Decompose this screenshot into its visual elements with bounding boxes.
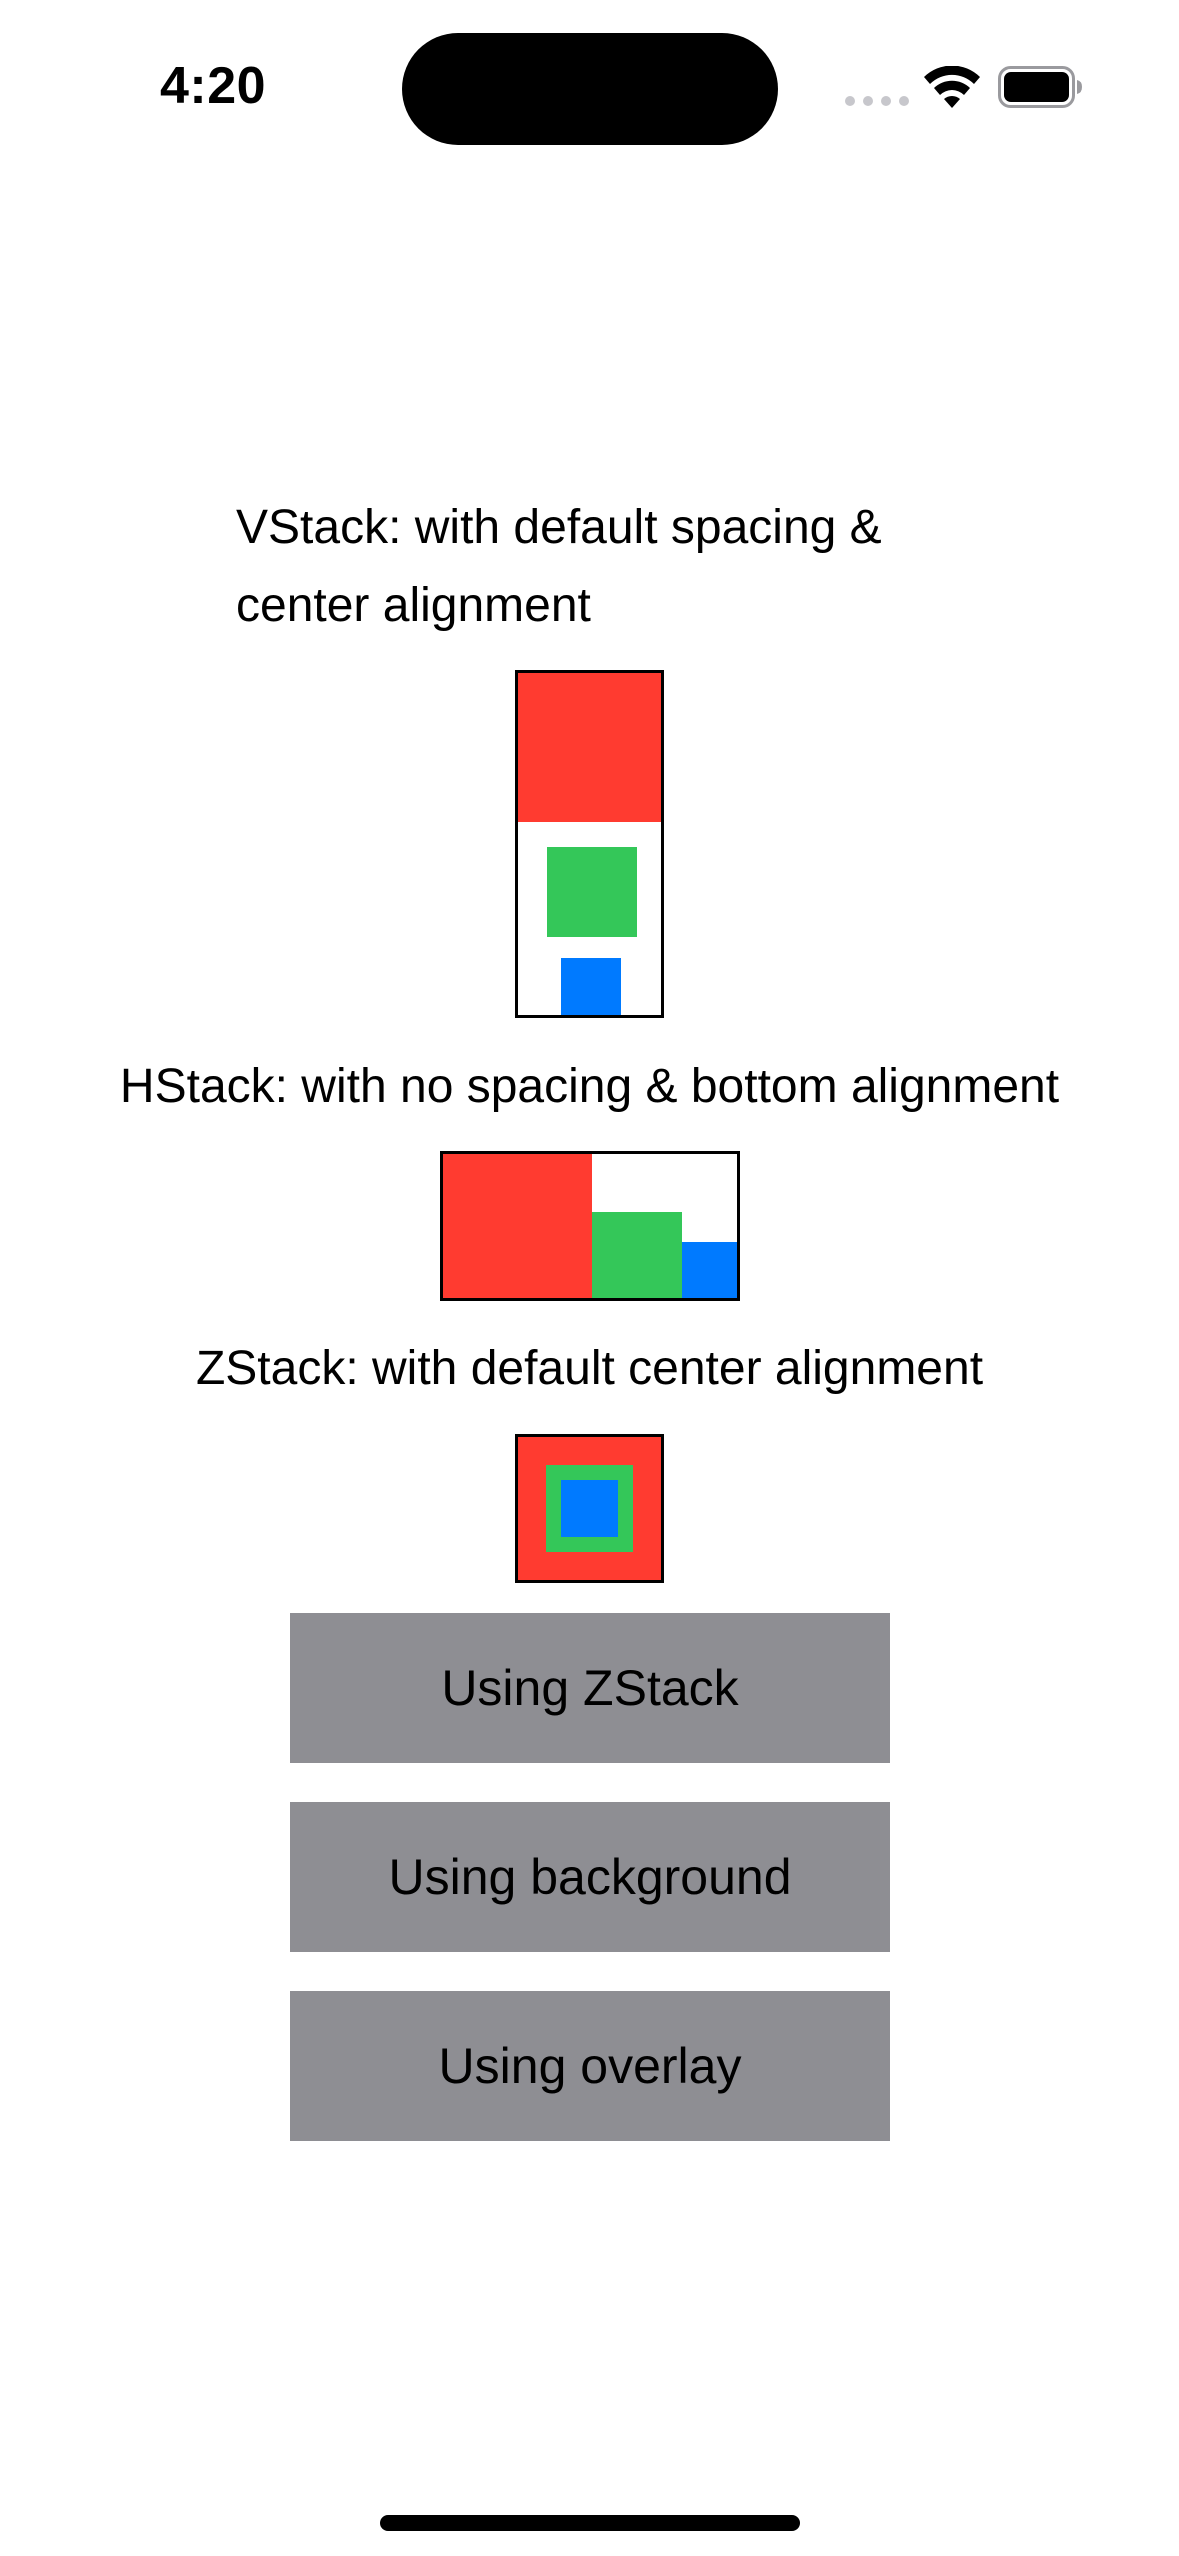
status-time: 4:20 bbox=[160, 57, 267, 115]
vstack-caption: VStack: with default spacing & center al… bbox=[236, 501, 882, 632]
signal-dots-icon bbox=[845, 96, 909, 106]
using-zstack-button[interactable]: Using ZStack bbox=[290, 1613, 890, 1763]
green-square bbox=[546, 1465, 633, 1552]
battery-icon bbox=[998, 66, 1082, 108]
green-square bbox=[592, 1212, 682, 1298]
home-indicator[interactable] bbox=[380, 2515, 800, 2531]
blue-square bbox=[561, 1480, 618, 1537]
using-background-button[interactable]: Using background bbox=[290, 1802, 890, 1952]
using-overlay-button[interactable]: Using overlay bbox=[290, 1991, 890, 2141]
blue-square bbox=[561, 958, 621, 1015]
wifi-icon bbox=[924, 66, 980, 108]
hstack-caption: HStack: with no spacing & bottom alignme… bbox=[119, 1060, 1060, 1113]
dynamic-island bbox=[402, 33, 778, 145]
red-square bbox=[518, 673, 661, 822]
green-square bbox=[547, 847, 637, 937]
vstack-demo bbox=[515, 670, 664, 1018]
zstack-caption: ZStack: with default center alignment bbox=[195, 1342, 984, 1395]
hstack-demo bbox=[440, 1151, 740, 1301]
blue-square bbox=[682, 1242, 737, 1298]
red-square bbox=[443, 1154, 592, 1298]
zstack-demo bbox=[515, 1434, 664, 1583]
